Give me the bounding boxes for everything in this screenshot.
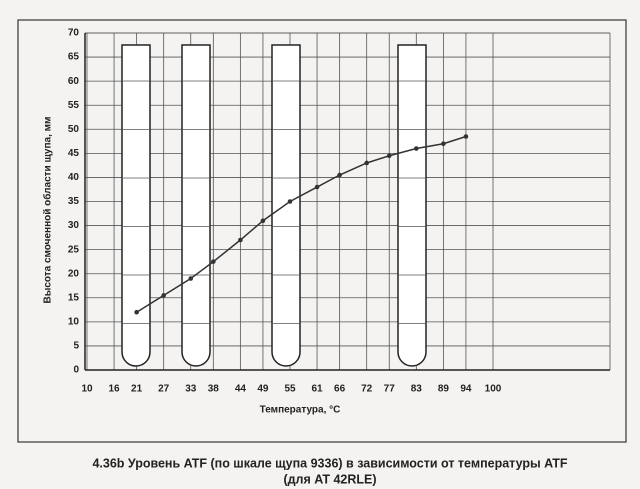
x-tick-label: 33: [185, 384, 197, 395]
x-axis-label: Температура, °C: [260, 405, 341, 416]
tubes: [121, 44, 427, 367]
point: [188, 276, 194, 281]
x-tick-label: 61: [312, 384, 324, 395]
y-tick-label: 70: [68, 28, 80, 39]
tube: [121, 44, 151, 367]
x-tick-label: 55: [284, 384, 296, 395]
x-tick-label: 89: [438, 384, 450, 395]
point: [211, 259, 216, 264]
point: [441, 141, 446, 147]
tube: [181, 44, 211, 367]
x-tick-label: 94: [460, 384, 472, 395]
point: [161, 293, 166, 298]
point: [314, 184, 320, 190]
y-axis-label: Высота смоченной области щупа, мм: [42, 117, 54, 304]
y-tick-label: 50: [68, 124, 80, 135]
y-tick-label: 40: [68, 172, 80, 183]
point: [260, 218, 266, 224]
tube: [271, 44, 301, 367]
y-tick-label: 5: [73, 341, 79, 352]
y-tick-label: 45: [68, 148, 80, 159]
y-tick-label: 25: [68, 244, 80, 255]
x-tick-label: 72: [361, 384, 373, 395]
series-line: [136, 135, 467, 313]
point: [337, 172, 342, 178]
y-tick-label: 10: [68, 316, 80, 327]
caption-line: 4.36b Уровень ATF (по шкале щупа 9336) в…: [92, 456, 567, 470]
x-tick-label: 83: [411, 384, 423, 395]
x-tick-label: 10: [81, 384, 93, 395]
y-tick-label: 30: [68, 220, 80, 231]
y-tick-label: 55: [68, 100, 80, 111]
x-tick-label: 44: [235, 384, 247, 395]
y-tick-label: 0: [73, 365, 79, 376]
y-tick-label: 20: [68, 268, 80, 279]
x-tick-label: 38: [208, 384, 220, 395]
x-tick-label: 100: [485, 384, 502, 395]
frame: [17, 19, 627, 443]
point: [414, 146, 419, 151]
y-tick-label: 35: [68, 196, 80, 207]
x-tick-label: 21: [131, 384, 143, 395]
y-tick-label: 15: [68, 292, 80, 303]
point: [386, 153, 392, 159]
grid: [85, 32, 610, 371]
x-tick-label: 16: [109, 384, 121, 395]
caption-line: (для AT 42RLE): [283, 472, 376, 486]
point: [134, 309, 139, 315]
point: [463, 134, 469, 139]
y-tick-label: 60: [68, 76, 80, 87]
x-tick-label: 49: [257, 384, 269, 395]
y-tick-label: 65: [68, 52, 80, 63]
tube: [397, 44, 427, 367]
point: [238, 237, 243, 243]
point: [287, 199, 293, 204]
x-tick-label: 77: [384, 384, 396, 395]
x-tick-label: 27: [158, 384, 170, 395]
x-tick-label: 66: [334, 384, 346, 395]
point: [364, 160, 369, 166]
